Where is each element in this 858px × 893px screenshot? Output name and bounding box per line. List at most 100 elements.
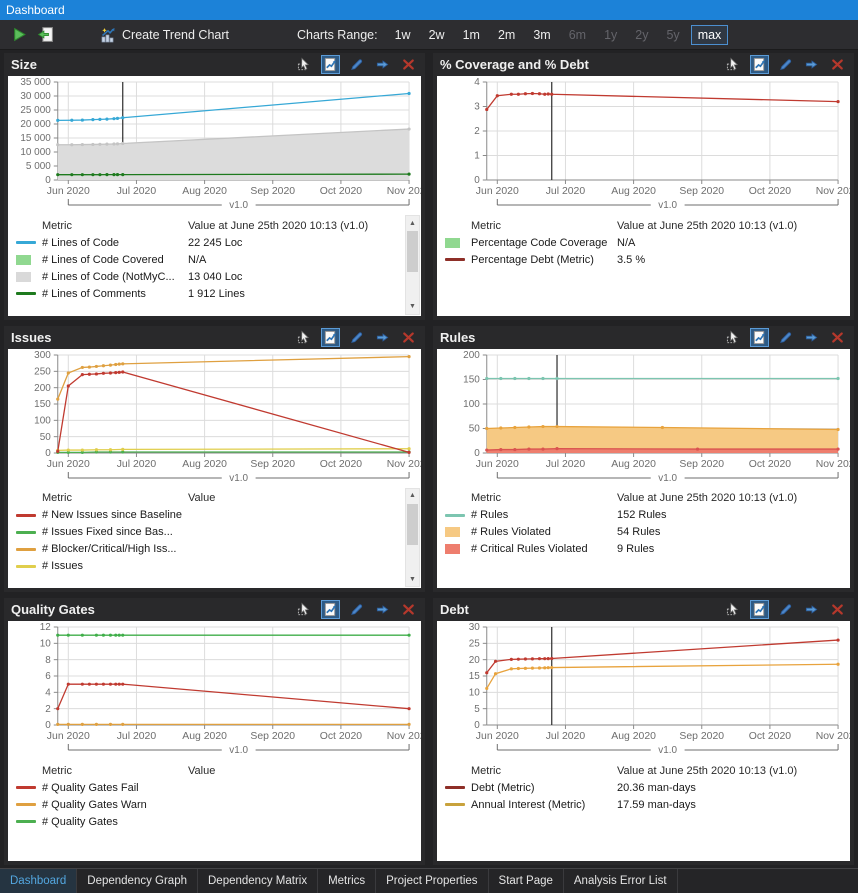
select-chart-items-button[interactable] [295,328,314,347]
close-icon [403,332,414,343]
svg-text:Nov 2020: Nov 2020 [816,459,850,470]
svg-text:Oct 2020: Oct 2020 [749,731,792,742]
run-analysis-button[interactable] [6,23,32,47]
legend-scrollbar[interactable]: ▲ ▼ [405,215,420,315]
series-line-swatch [16,292,42,295]
edit-chart-button[interactable] [776,600,795,619]
legend-rows: Metric Value at June 25th 2020 10:13 (v1.… [16,217,404,302]
export-chart-button[interactable] [802,55,821,74]
panel-coverage-and-debt: % Coverage and % Debt [433,53,854,320]
panel-rules: Rules [433,325,854,593]
legend-metric-label: Percentage Code Coverage [471,236,608,249]
svg-text:5 000: 5 000 [26,161,51,172]
range-option-1m[interactable]: 1m [462,27,480,42]
trend-chart-mode-button[interactable] [750,600,769,620]
scroll-down-button[interactable]: ▼ [409,575,416,583]
tab-dependency-graph[interactable]: Dependency Graph [77,869,198,893]
svg-text:50: 50 [469,423,481,434]
svg-text:Jul 2020: Jul 2020 [117,459,157,470]
trend-chart-mode-button[interactable] [750,327,769,347]
legend-rows: Metric Value at June 25th 2020 10:13 (v1.… [445,217,848,268]
panel-toolbar [724,600,847,620]
trend-chart-icon [324,57,336,72]
edit-chart-button[interactable] [776,55,795,74]
svg-text:25 000: 25 000 [20,105,51,116]
trend-chart-mode-button[interactable] [750,55,769,74]
chart-legend: Metric Value at June 25th 2020 10:13 (v1.… [437,486,850,589]
range-option-1w[interactable]: 1w [394,27,411,42]
scroll-down-button[interactable]: ▼ [409,303,416,311]
select-chart-items-button[interactable] [724,55,743,74]
tab-project-properties[interactable]: Project Properties [376,869,489,893]
trend-chart-plot[interactable]: 0 50 100 150 200 Jun 2020 Jul 2020 Aug 2020 Sep … [437,348,850,487]
create-trend-chart-label: Create Trend Chart [122,27,229,42]
run-analysis-report-button[interactable] [32,23,58,47]
trend-chart-plot[interactable]: 0 50 100 150 200 250 300 Jun 2020 Jul 2020 Aug 20… [8,348,421,487]
edit-chart-button[interactable] [347,600,366,619]
legend-value-header: Value at June 25th 2020 10:13 (v1.0) [617,492,798,505]
select-chart-items-button[interactable] [724,328,743,347]
scrollbar-thumb[interactable] [407,503,418,545]
trend-chart-mode-button[interactable] [321,55,340,74]
legend-metric-value: 13 040 Loc [188,270,243,283]
close-chart-button[interactable] [399,600,418,619]
create-trend-chart-button[interactable]: Create Trend Chart [92,23,237,47]
close-chart-button[interactable] [399,328,418,347]
window-title: Dashboard [6,3,65,17]
tab-dashboard[interactable]: Dashboard [0,869,78,893]
export-chart-button[interactable] [373,55,392,74]
range-option-3m[interactable]: 3m [533,27,551,42]
range-option-2m[interactable]: 2m [497,27,516,42]
svg-text:Aug 2020: Aug 2020 [182,459,227,470]
range-option-2w[interactable]: 2w [428,27,445,42]
tab-metrics[interactable]: Metrics [318,869,377,893]
svg-text:Jun 2020: Jun 2020 [476,186,519,197]
trend-chart-plot[interactable]: 0 2 4 6 8 10 12 Jun 2020 Jul 2020 Aug 2020 Sep 202… [8,621,421,760]
tab-start-page[interactable]: Start Page [489,869,564,893]
select-chart-items-button[interactable] [295,55,314,74]
export-chart-button[interactable] [802,600,821,619]
svg-text:1: 1 [474,151,480,162]
pencil-icon [351,604,363,616]
edit-chart-button[interactable] [776,328,795,347]
pencil-icon [780,604,792,616]
svg-text:Oct 2020: Oct 2020 [749,459,792,470]
tab-dependency-matrix[interactable]: Dependency Matrix [198,869,319,893]
svg-text:Nov 2020: Nov 2020 [816,731,850,742]
scrollbar-thumb[interactable] [407,231,418,273]
cursor-select-icon [297,330,310,343]
svg-text:v1.0: v1.0 [658,200,677,211]
edit-chart-button[interactable] [347,328,366,347]
trend-chart-plot[interactable]: 0 1 2 3 4 Jun 2020 Jul 2020 Aug 2020 Sep 2020 Oct… [437,76,850,214]
legend-metric-label: # Quality Gates Fail [42,781,139,794]
scroll-up-button[interactable]: ▲ [409,219,416,227]
close-chart-button[interactable] [828,328,847,347]
edit-chart-button[interactable] [347,55,366,74]
tab-analysis-error-list[interactable]: Analysis Error List [564,869,678,893]
svg-text:v1.0: v1.0 [229,746,248,757]
legend-row-annual-interest-metric: Annual Interest (Metric) 17.59 man-days [445,796,848,813]
select-chart-items-button[interactable] [295,600,314,619]
legend-value-header: Value [188,764,216,777]
legend-scrollbar[interactable]: ▲ ▼ [405,487,420,588]
export-chart-button[interactable] [373,600,392,619]
panel-header: Debt [433,598,854,621]
svg-text:100: 100 [34,415,51,426]
export-chart-button[interactable] [802,328,821,347]
trend-chart-mode-button[interactable] [321,600,340,620]
close-chart-button[interactable] [828,55,847,74]
close-chart-button[interactable] [828,600,847,619]
export-chart-button[interactable] [373,328,392,347]
panel-title: Size [11,57,38,72]
range-option-max[interactable]: max [690,24,729,45]
svg-text:Jun 2020: Jun 2020 [47,186,90,197]
trend-chart-mode-button[interactable] [321,327,340,347]
legend-rows: Metric Value at June 25th 2020 10:13 (v1.… [445,762,848,813]
close-chart-button[interactable] [399,55,418,74]
scroll-up-button[interactable]: ▲ [409,492,416,500]
svg-text:Nov 2020: Nov 2020 [816,186,850,197]
svg-text:v1.0: v1.0 [658,473,677,484]
trend-chart-plot[interactable]: 0 5 10 15 20 25 30 Jun 2020 Jul 2020 Aug 2020 Sep … [437,621,850,760]
select-chart-items-button[interactable] [724,600,743,619]
trend-chart-plot[interactable]: 0 5 000 10 000 15 000 20 000 25 000 30 000 35 0… [8,76,421,214]
